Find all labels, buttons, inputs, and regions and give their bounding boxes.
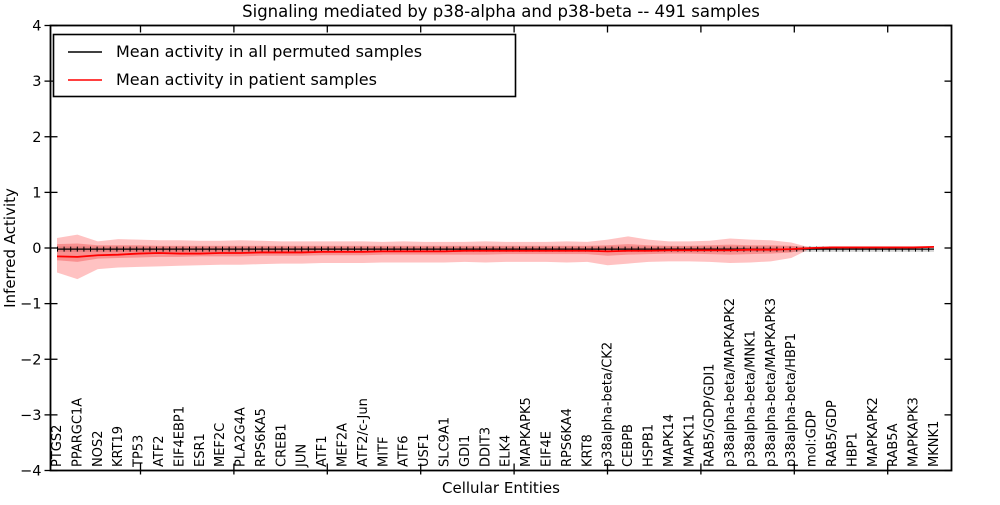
x-category-label: USF1	[417, 433, 432, 467]
y-tick-label: 1	[32, 185, 41, 201]
y-tick-label: −4	[20, 464, 41, 480]
x-category-label: RPS6KA4	[560, 408, 575, 467]
legend-label-permuted: Mean activity in all permuted samples	[116, 42, 422, 61]
x-category-label: ELK4	[499, 435, 514, 467]
y-tick-label: 2	[32, 130, 41, 146]
y-tick-label: 0	[32, 241, 41, 257]
mean-activity-in-patient-samples-line	[56, 245, 935, 258]
x-category-label: p38alpha-beta/MAPKAPK3	[764, 298, 779, 467]
x-category-label: MAPK11	[682, 414, 697, 467]
x-category-label: PTGS2	[50, 425, 65, 467]
x-category-label: MEF2A	[336, 423, 351, 467]
x-category-label: CEBPB	[621, 424, 636, 467]
line-layer	[56, 245, 935, 258]
x-category-label: EIF4EBP1	[172, 406, 187, 467]
x-category-label: NOS2	[91, 431, 106, 467]
x-category-label: CREB1	[274, 423, 289, 467]
x-category-label: PPARGC1A	[70, 398, 85, 467]
x-category-label: PLA2G4A	[234, 407, 249, 467]
y-tick-labels: 4 3 2 1 0 −1 −2 −3 −4	[20, 19, 41, 480]
x-category-label: p38alpha-beta/HBP1	[784, 333, 799, 467]
y-tick-label: 3	[32, 74, 41, 90]
y-axis-label: Inferred Activity	[1, 188, 19, 308]
x-category-label: RPS6KA5	[254, 408, 269, 467]
x-category-label: p38alpha-beta/MAPKAPK2	[723, 298, 738, 467]
x-category-label: RAB5A	[886, 423, 901, 467]
x-category-labels: PTGS2 PPARGC1A NOS2 KRT19 TP53 ATF2 EIF4EBP1 ES…	[50, 298, 942, 468]
x-category-label: ATF1	[315, 435, 330, 467]
x-category-label: SLC9A1	[438, 417, 453, 467]
y-tick-label: −2	[20, 352, 41, 368]
legend: Mean activity in all permuted samples Me…	[52, 33, 517, 98]
x-category-label: ATF6	[397, 435, 412, 467]
x-category-label: ATF2/c-Jun	[356, 398, 371, 467]
x-category-label: MAPKAPK2	[866, 397, 881, 467]
x-category-label: MITF	[376, 437, 391, 467]
x-category-label: ESR1	[193, 433, 208, 467]
x-category-label: JUN	[295, 444, 310, 468]
x-category-label: RAB5/GDP/GDI1	[703, 364, 718, 467]
y-tick-label: −1	[20, 297, 41, 313]
x-category-label: mol:GDP	[805, 410, 820, 467]
x-category-label: MKNK1	[927, 421, 942, 467]
x-category-label: TP53	[132, 435, 147, 468]
x-category-label: KRT8	[580, 434, 595, 467]
x-category-label: MAPKAPK5	[519, 397, 534, 467]
y-tick-label: −3	[20, 408, 41, 424]
x-category-label: MAPK14	[662, 414, 677, 467]
y-tick-label: 4	[32, 19, 41, 35]
x-category-label: HSPB1	[641, 424, 656, 467]
x-category-label: HBP1	[845, 432, 860, 467]
legend-box	[52, 33, 517, 98]
patient-samples-outer-band	[57, 234, 812, 280]
chart-title: Signaling mediated by p38-alpha and p38-…	[242, 2, 760, 21]
legend-label-patient: Mean activity in patient samples	[116, 70, 377, 89]
x-category-label: ATF2	[152, 435, 167, 467]
x-category-label: MAPKAPK3	[907, 397, 922, 467]
x-category-label: RAB5/GDP	[825, 400, 840, 467]
x-category-label: p38alpha-beta/MNK1	[743, 330, 758, 467]
x-category-label: MEF2C	[213, 423, 228, 467]
x-category-label: p38alpha-beta/CK2	[601, 342, 616, 467]
axis-ticks	[44, 24, 952, 475]
x-category-label: GDI1	[458, 435, 473, 467]
patient-samples-inner-band	[57, 243, 812, 262]
x-category-label: EIF4E	[539, 431, 554, 467]
x-axis-label: Cellular Entities	[442, 479, 560, 497]
x-category-label: DDIT3	[478, 427, 493, 467]
x-category-label: KRT19	[111, 426, 126, 467]
